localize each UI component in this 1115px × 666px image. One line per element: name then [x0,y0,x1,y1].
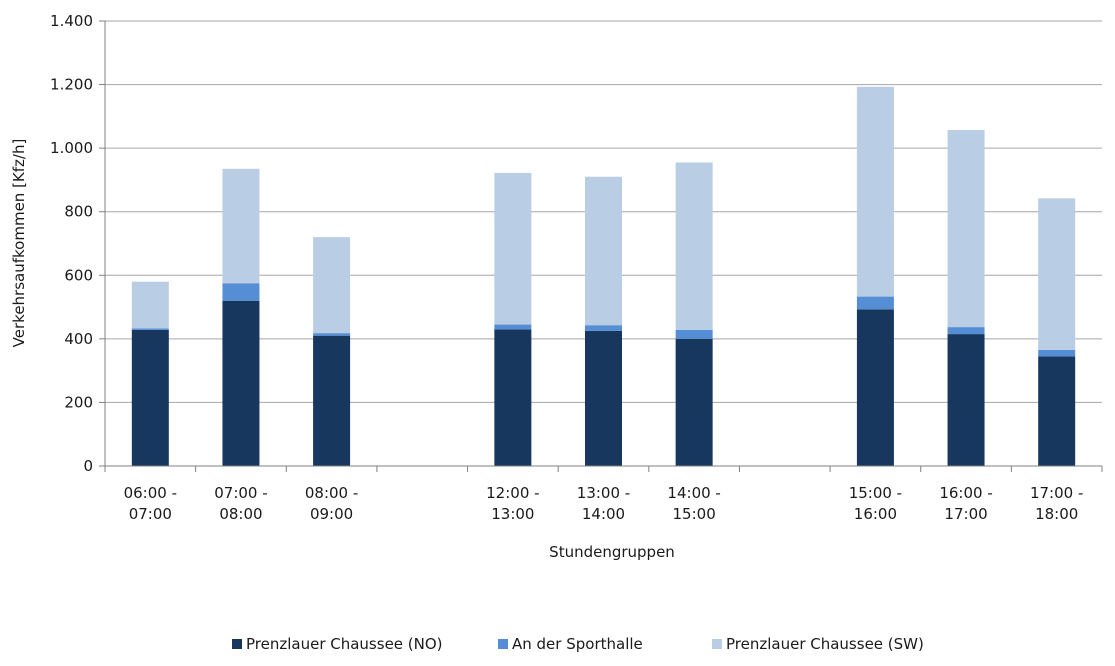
y-axis-title: Verkehrsaufkommen [Kfz/h] [10,139,28,348]
bar-segment-series-0 [585,330,622,466]
x-tick-label: 06:00 - 07:00 [124,484,177,523]
x-tick-label-line: 17:00 - [1030,484,1083,502]
x-tick-label-line: 16:00 - [939,484,992,502]
bar-segment-series-1 [947,327,985,335]
x-tick-labels: 06:00 - 07:00 07:00 - 08:00 08:00 - 09:00 12:0… [124,484,1084,523]
bar-segment-series-0 [856,309,894,466]
x-tick-label-line: 18:00 [1035,505,1078,523]
bar-segment-series-0 [1038,356,1076,466]
y-tick-label: 1.200 [50,76,93,94]
legend-label: An der Sporthalle [512,635,643,653]
bar-segment-series-1 [585,325,622,331]
legend-swatch [498,639,508,649]
x-tick-label-line: 13:00 - [577,484,630,502]
x-tick-label-line: 14:00 [582,505,625,523]
bar-segment-series-1 [1038,349,1076,357]
y-tick-label: 400 [64,330,93,348]
x-axis-title: Stundengruppen [549,543,675,561]
x-tick-label: 08:00 - 09:00 [305,484,358,523]
axes [104,21,1103,472]
legend-swatch [232,639,242,649]
legend-swatch [712,639,722,649]
bar-segment-series-2 [1038,198,1076,350]
bar-segment-series-1 [675,329,713,339]
x-tick-label-line: 17:00 [944,505,987,523]
bars [131,86,1076,466]
bar-segment-series-0 [131,329,169,466]
y-tick-label: 200 [64,393,93,411]
x-tick-label-line: 14:00 - [667,484,720,502]
x-tick-label: 13:00 - 14:00 [577,484,630,523]
y-tick-labels: 0 200 400 600 800 1.000 1.200 1.400 [50,12,93,475]
y-tick-label: 1.400 [50,12,93,30]
legend: Prenzlauer Chaussee (NO) An der Sporthall… [232,635,924,653]
bar-segment-series-1 [856,296,894,310]
x-tick-label-line: 08:00 [219,505,262,523]
x-tick-label: 16:00 - 17:00 [939,484,992,523]
bar-segment-series-2 [675,162,713,330]
bar-segment-series-2 [222,168,260,284]
bar-segment-series-1 [494,324,532,330]
x-tick-label: 12:00 - 13:00 [486,484,539,523]
y-tick-label: 800 [64,203,93,221]
x-tick-label-line: 15:00 - [849,484,902,502]
x-tick-label: 07:00 - 08:00 [214,484,267,523]
bar-segment-series-2 [131,281,169,329]
y-tick-label: 1.000 [50,139,93,157]
legend-label: Prenzlauer Chaussee (NO) [246,635,443,653]
bar-segment-series-1 [222,283,260,301]
bar-segment-series-0 [675,338,713,466]
x-tick-label: 15:00 - 16:00 [849,484,902,523]
x-tick-label-line: 07:00 - [214,484,267,502]
legend-label: Prenzlauer Chaussee (SW) [726,635,924,653]
bar-segment-series-2 [856,86,894,297]
x-tick-label: 14:00 - 15:00 [667,484,720,523]
bar-segment-series-2 [585,176,622,326]
bar-segment-series-2 [313,237,351,334]
x-tick-label: 17:00 - 18:00 [1030,484,1083,523]
x-tick-label-line: 12:00 - [486,484,539,502]
x-tick-label-line: 06:00 - [124,484,177,502]
y-tick-label: 0 [83,457,93,475]
bar-segment-series-0 [222,300,260,466]
bar-segment-series-1 [131,328,169,330]
bar-segment-series-1 [313,333,351,336]
y-tick-label: 600 [64,266,93,284]
bar-segment-series-0 [947,334,985,466]
x-tick-label-line: 13:00 [491,505,534,523]
bar-segment-series-2 [947,130,985,328]
bar-segment-series-0 [313,335,351,466]
x-tick-label-line: 16:00 [854,505,897,523]
bar-segment-series-2 [494,172,532,325]
bar-segment-series-0 [494,329,532,466]
x-tick-label-line: 07:00 [129,505,172,523]
x-tick-label-line: 09:00 [310,505,353,523]
x-tick-label-line: 08:00 - [305,484,358,502]
x-tick-label-line: 15:00 [673,505,716,523]
